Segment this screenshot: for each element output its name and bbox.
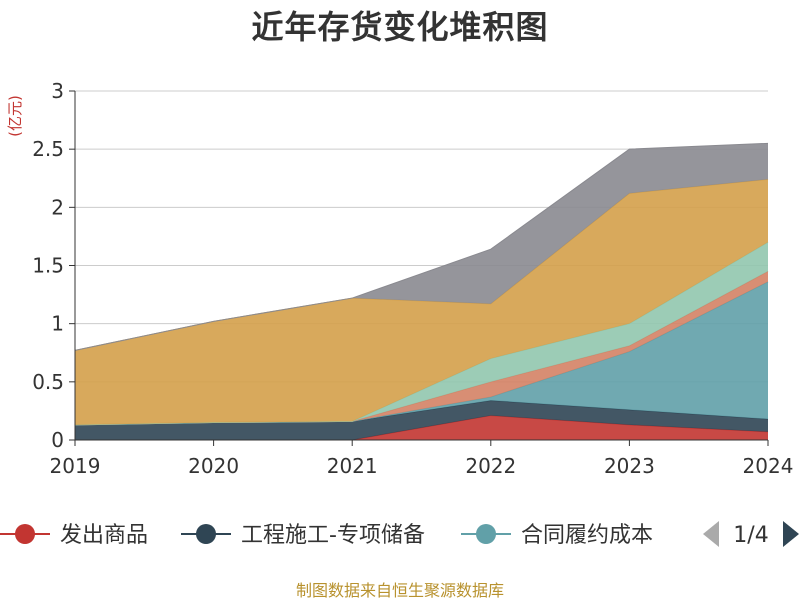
y-tick-label: 1.5 bbox=[32, 254, 64, 278]
legend-prev-icon[interactable] bbox=[703, 521, 719, 547]
axes: 0 0.5 1 1.5 2 2.5 3 2019 2020 2021 2022 2023 2024 bbox=[32, 79, 793, 478]
data-source-note: 制图数据来自恒生聚源数据库 bbox=[295, 581, 504, 600]
series-area bbox=[75, 400, 768, 440]
y-axis-unit-label: (亿元) bbox=[6, 95, 24, 137]
series-line bbox=[74, 241, 769, 426]
legend-item[interactable]: 合同履约成本 bbox=[461, 523, 653, 548]
series-area bbox=[75, 179, 768, 425]
stacked-areas bbox=[74, 142, 769, 441]
y-tick-label: 0 bbox=[51, 428, 64, 452]
legend: 发出商品 工程施工-专项储备 合同履约成本 1/4 bbox=[0, 521, 799, 548]
x-tick-label: 2019 bbox=[50, 454, 101, 478]
series-area bbox=[75, 143, 768, 351]
x-tick-label: 2023 bbox=[604, 454, 655, 478]
legend-next-icon[interactable] bbox=[783, 521, 799, 547]
x-tick-label: 2022 bbox=[465, 454, 516, 478]
y-tick-label: 1 bbox=[51, 312, 64, 336]
legend-item[interactable]: 工程施工-专项储备 bbox=[181, 523, 425, 548]
series-area bbox=[75, 271, 768, 425]
x-tick-label: 2020 bbox=[188, 454, 239, 478]
legend-label: 合同履约成本 bbox=[521, 523, 653, 548]
legend-page-indicator: 1/4 bbox=[733, 523, 768, 548]
chart-title: 近年存货变化堆积图 bbox=[251, 8, 549, 46]
series-line bbox=[74, 142, 769, 351]
legend-label: 发出商品 bbox=[60, 523, 148, 548]
series-area bbox=[75, 242, 768, 425]
series-area bbox=[75, 281, 768, 425]
x-tick-label: 2024 bbox=[743, 454, 794, 478]
y-tick-label: 2.5 bbox=[32, 137, 64, 161]
y-tick-label: 0.5 bbox=[32, 370, 64, 394]
y-tick-label: 3 bbox=[51, 79, 64, 103]
legend-item[interactable]: 发出商品 bbox=[0, 523, 148, 548]
x-tick-label: 2021 bbox=[327, 454, 378, 478]
y-tick-label: 2 bbox=[51, 195, 64, 219]
legend-label: 工程施工-专项储备 bbox=[241, 523, 425, 548]
